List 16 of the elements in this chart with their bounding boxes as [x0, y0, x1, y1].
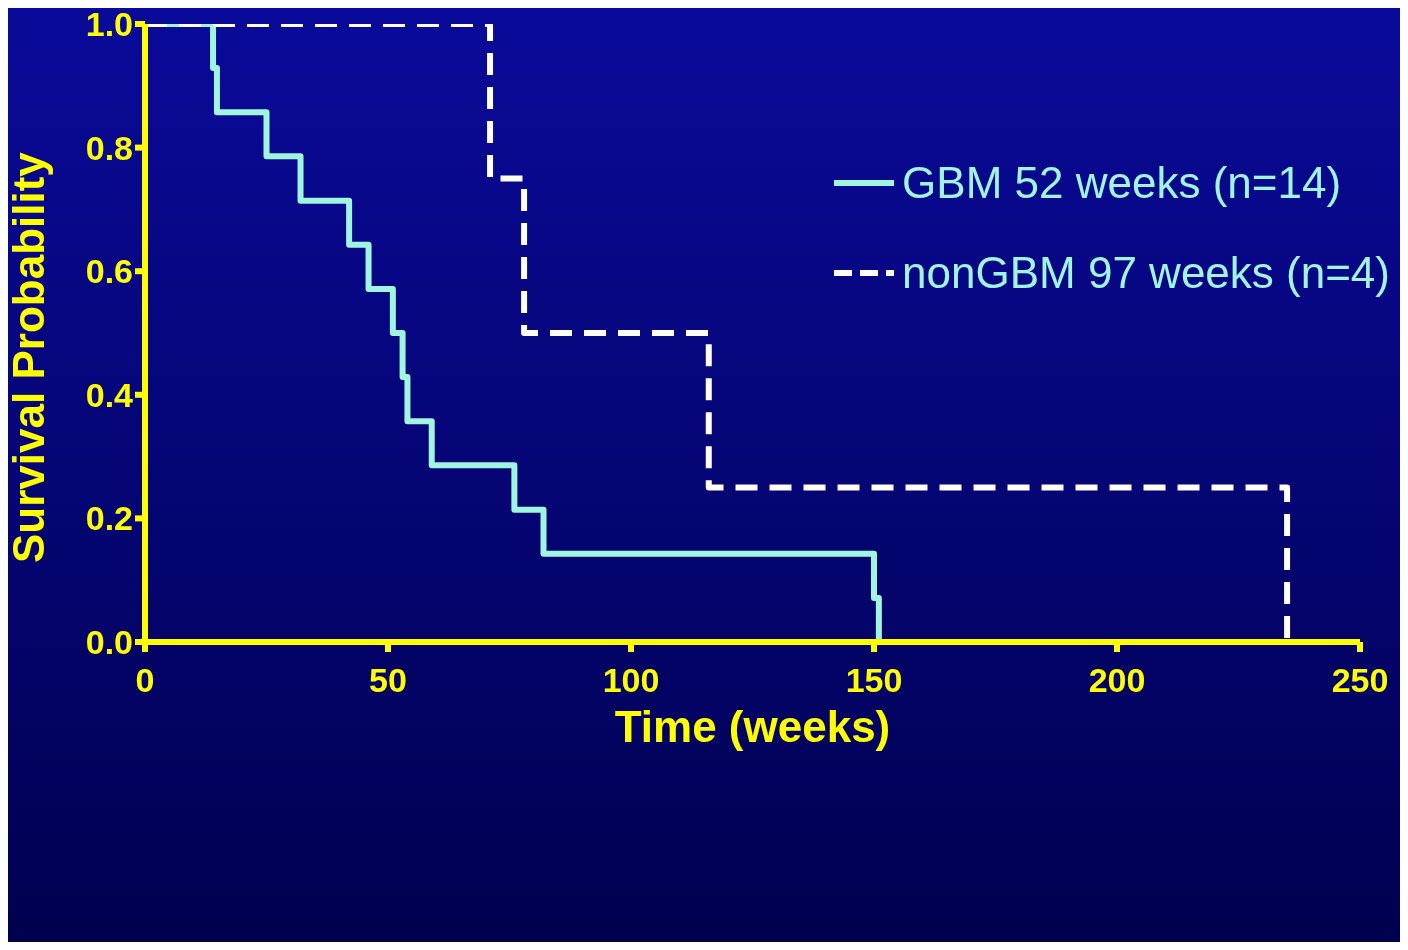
- x-tick-label: 150: [845, 661, 903, 700]
- y-tick-label: 0.4: [85, 375, 134, 414]
- legend-label: GBM 52 weeks (n=14): [902, 158, 1342, 208]
- y-tick-label: 0.0: [85, 623, 133, 662]
- legend-label: nonGBM 97 weeks (n=4): [902, 248, 1390, 298]
- y-tick-label: 0.6: [85, 252, 133, 291]
- x-axis-title: Time (weeks): [614, 702, 891, 751]
- y-tick-label: 0.2: [85, 499, 133, 538]
- x-tick-label: 0: [135, 661, 155, 700]
- x-tick-label: 100: [602, 661, 660, 700]
- y-tick-label: 0.8: [85, 128, 133, 167]
- x-tick-label: 200: [1088, 661, 1146, 700]
- x-tick-label: 250: [1331, 661, 1389, 700]
- y-axis-title: Survival Probability: [3, 151, 53, 563]
- y-tick-label: 1.0: [85, 5, 133, 44]
- x-tick-label: 50: [369, 661, 407, 700]
